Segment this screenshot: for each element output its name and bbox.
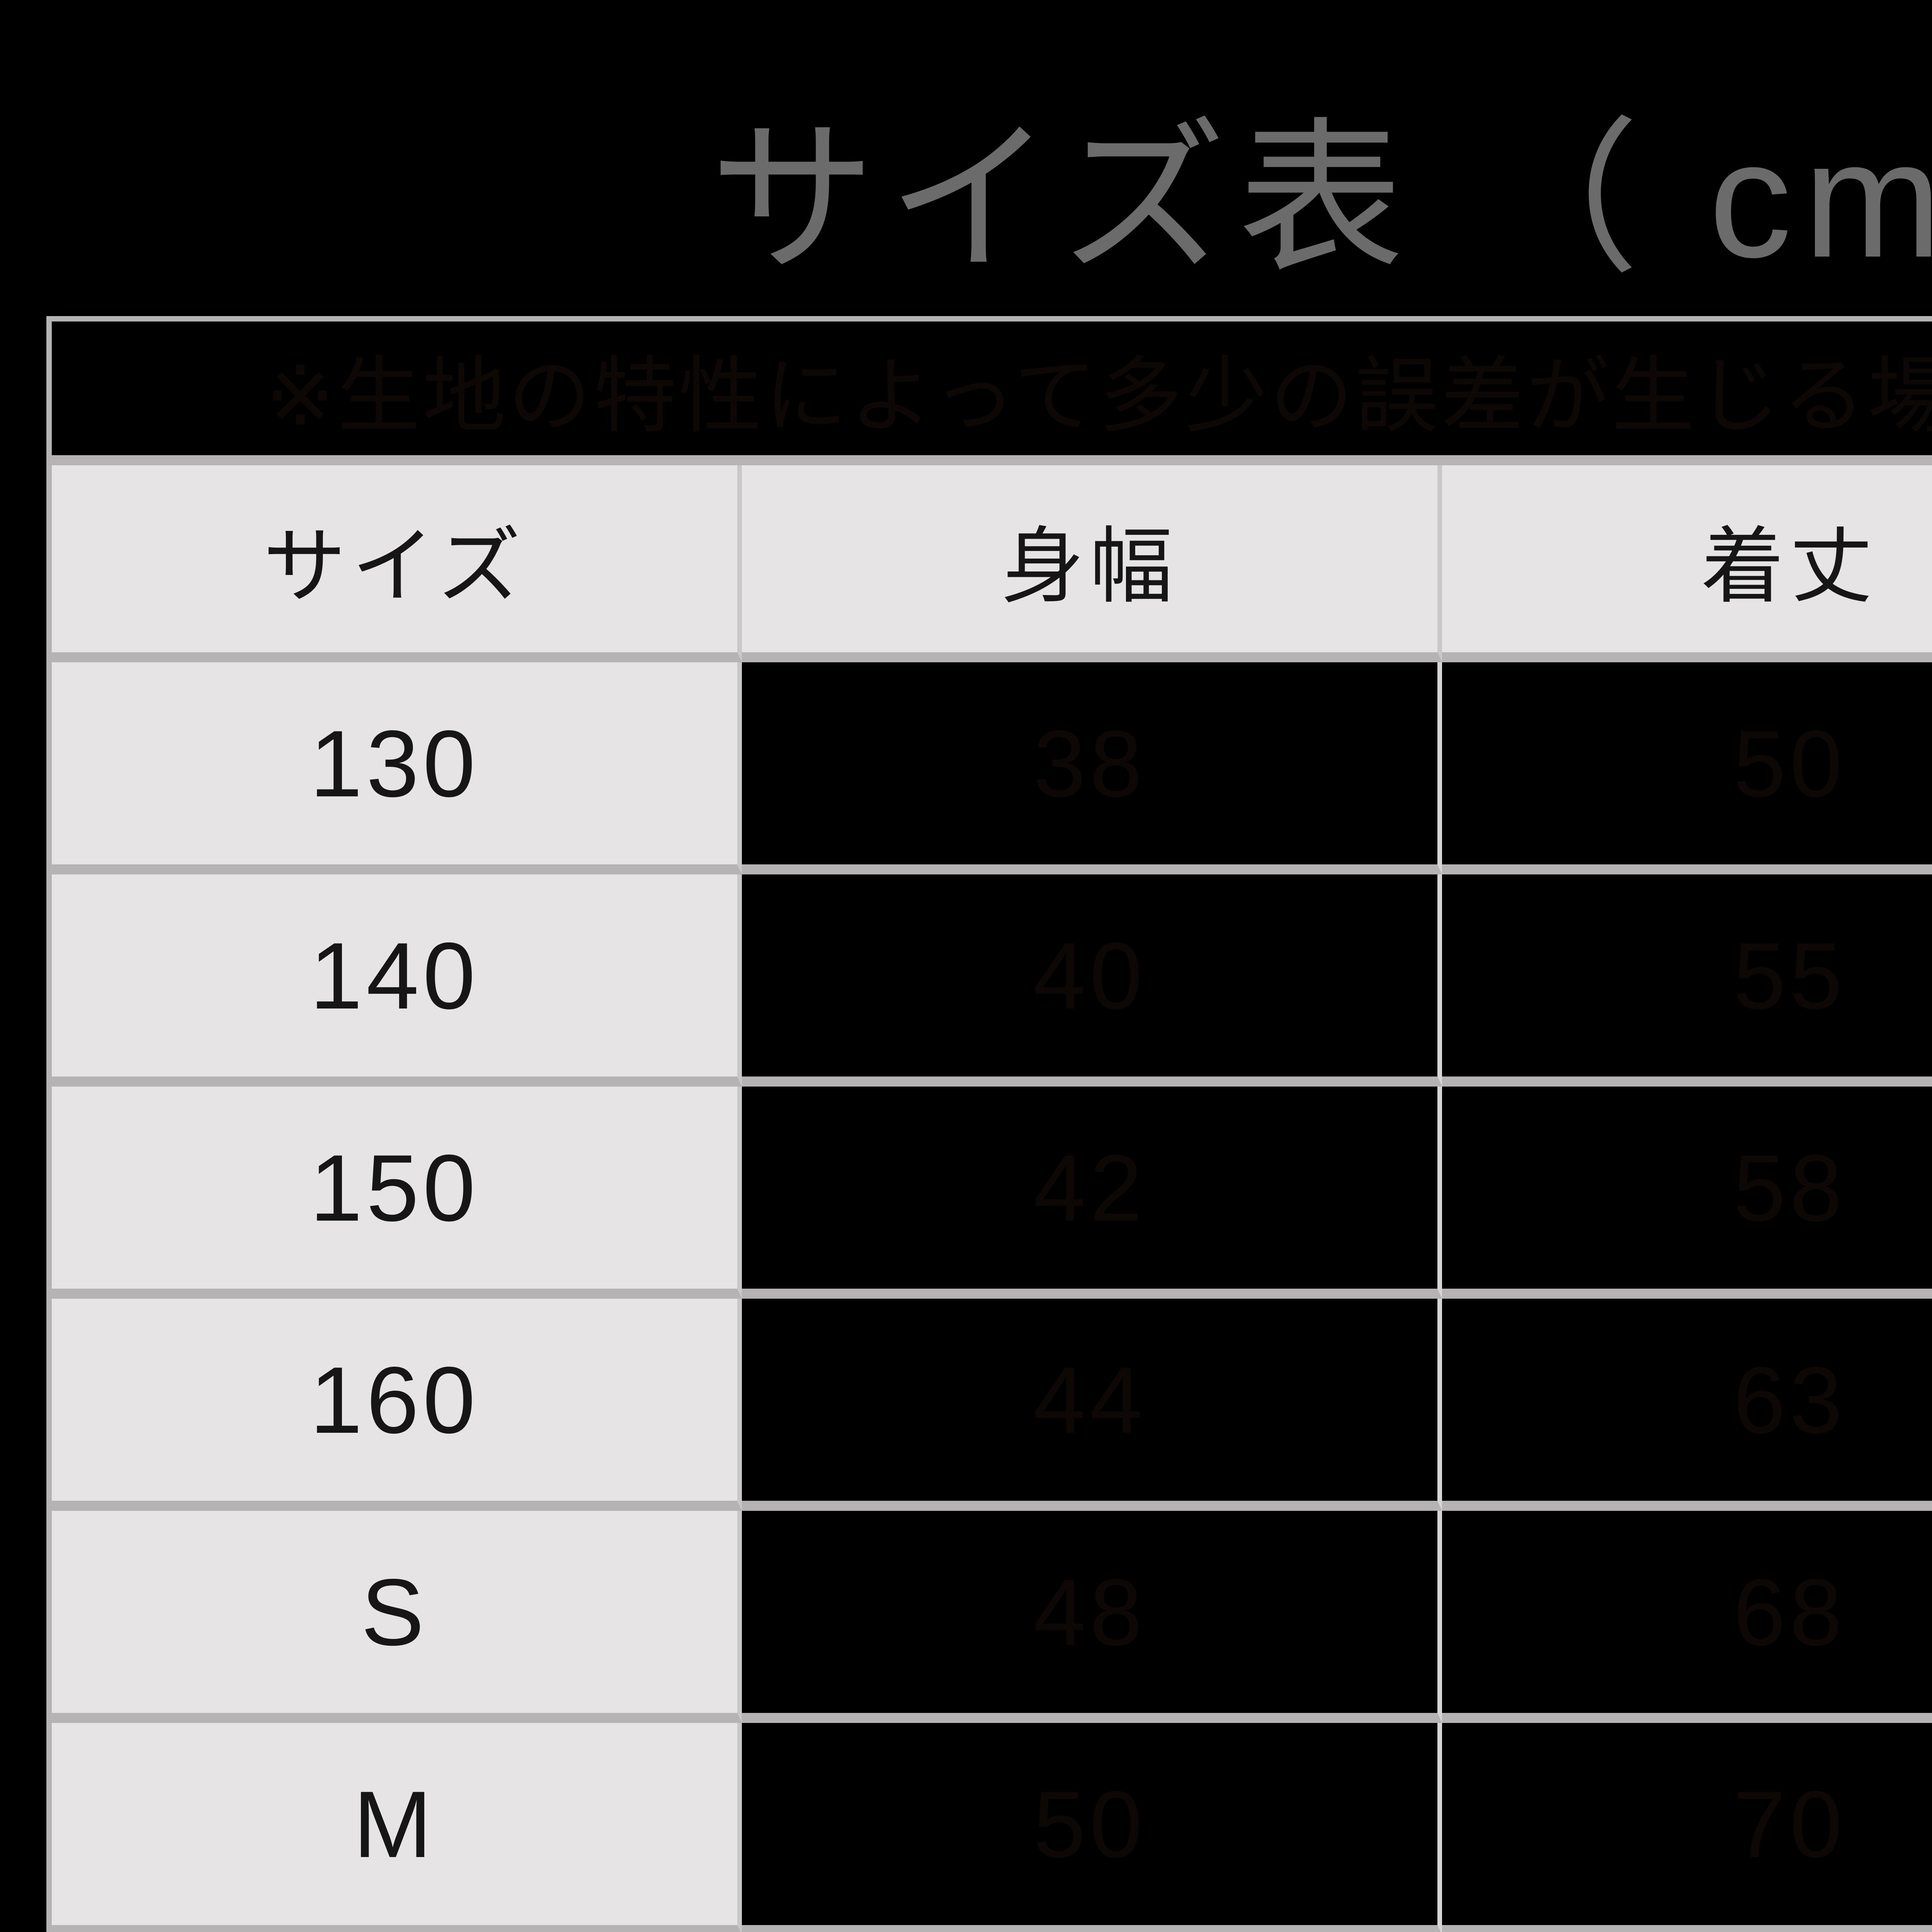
- body-width-value: 44: [742, 1299, 1442, 1511]
- body-length-value: 63: [1442, 1299, 1932, 1511]
- size-label: M: [52, 1723, 742, 1932]
- body-width-value: 50: [742, 1723, 1442, 1932]
- header-size: サイズ: [52, 465, 742, 663]
- size-label: 150: [52, 1087, 742, 1299]
- size-label: 160: [52, 1299, 742, 1511]
- body-length-value: 70: [1442, 1723, 1932, 1932]
- body-length-value: 50: [1442, 662, 1932, 875]
- body-length-value: 68: [1442, 1511, 1932, 1723]
- header-body-length: 着丈: [1442, 465, 1932, 663]
- body-width-value: 48: [742, 1511, 1442, 1723]
- body-length-value: 58: [1442, 1087, 1932, 1299]
- size-label: 140: [52, 874, 742, 1087]
- body-width-value: 40: [742, 874, 1442, 1087]
- size-label: 130: [52, 662, 742, 875]
- body-width-value: 38: [742, 662, 1442, 875]
- body-length-value: 55: [1442, 874, 1932, 1087]
- fabric-disclaimer-note: ※生地の特性によって多少の誤差が生じる場合がございます。: [52, 321, 1932, 466]
- size-chart-table: ※生地の特性によって多少の誤差が生じる場合がございます。 サイズ 身幅 着丈 裄…: [46, 316, 1932, 1932]
- size-label: S: [52, 1511, 742, 1723]
- body-width-value: 42: [742, 1087, 1442, 1299]
- page-title: サイズ表 （ cm ）: [709, 107, 1932, 292]
- header-body-width: 身幅: [742, 465, 1442, 663]
